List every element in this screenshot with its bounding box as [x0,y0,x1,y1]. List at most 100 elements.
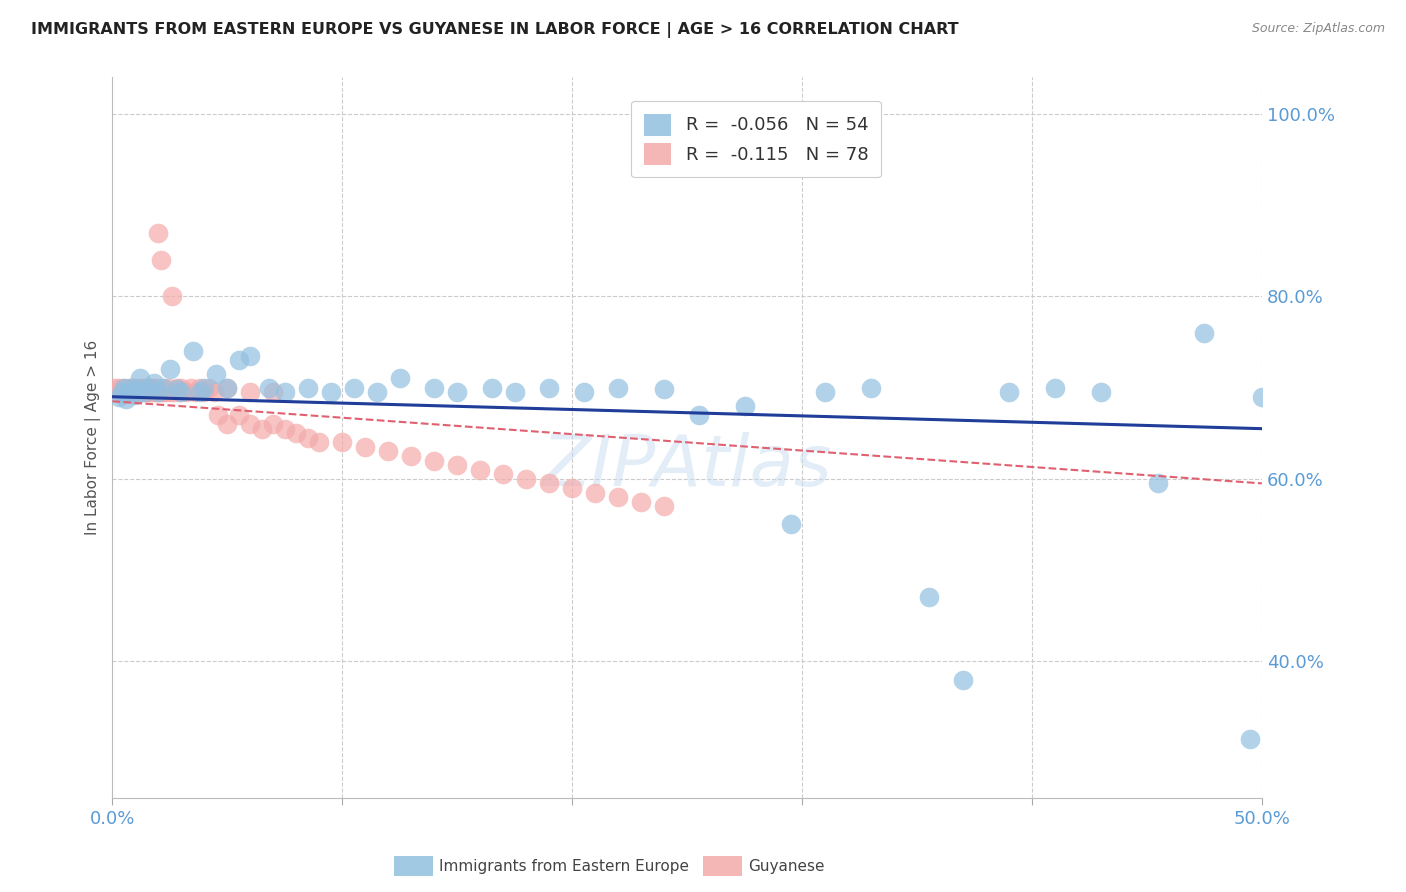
Point [503,385,526,400]
Point [148,385,170,400]
Point [193,381,215,395]
Point [188,381,211,395]
Point [127,381,149,395]
Point [193,385,215,400]
Point [583,485,606,500]
Point [117,385,139,400]
Point [142,381,165,395]
Point [652,383,675,397]
Point [366,385,388,400]
Point [734,399,756,413]
Point [129,385,152,400]
Point [152,385,174,400]
Point [688,408,710,422]
Point [127,385,149,400]
Text: ZIPAtlas: ZIPAtlas [541,432,832,501]
Point [134,385,156,400]
Point [1043,381,1066,395]
Point [538,381,561,395]
Point [572,385,595,400]
Point [142,376,165,390]
Point [166,381,188,395]
Point [138,385,160,400]
Point [470,463,492,477]
Point [160,289,183,303]
Point [607,490,630,504]
Point [423,381,446,395]
Point [492,467,515,482]
Point [115,385,138,400]
Point [141,385,163,400]
Point [228,353,250,368]
Point [274,422,297,436]
Point [239,417,262,431]
Point [120,381,142,395]
Point [148,226,170,240]
Point [198,381,221,395]
Point [239,349,262,363]
Point [127,383,149,397]
Point [145,381,167,395]
Point [630,494,652,508]
Point [145,385,167,400]
Point [207,408,229,422]
Point [124,385,146,400]
Point [138,381,160,395]
Point [1239,731,1261,746]
Point [250,422,273,436]
Point [217,417,239,431]
Point [170,385,193,400]
Point [217,381,239,395]
Point [917,591,939,605]
Point [217,381,239,395]
Point [122,381,145,395]
Point [184,385,207,400]
Point [110,385,132,400]
Point [446,458,468,472]
Point [330,435,353,450]
Point [129,371,152,385]
Point [149,385,172,400]
Point [131,381,153,395]
Point [122,385,145,400]
Point [120,385,142,400]
Point [998,385,1021,400]
Point [423,453,446,467]
Point [166,383,188,397]
Point [377,444,399,458]
Point [115,392,138,406]
Point [1251,390,1274,404]
Point [228,408,250,422]
Point [354,440,377,454]
Point [860,381,883,395]
Point [117,381,139,395]
Point [134,385,156,400]
Point [481,381,503,395]
Point [152,381,174,395]
Point [135,381,157,395]
Point [124,381,146,395]
Text: IMMIGRANTS FROM EASTERN EUROPE VS GUYANESE IN LABOR FORCE | AGE > 16 CORRELATION: IMMIGRANTS FROM EASTERN EUROPE VS GUYANE… [31,22,959,38]
Point [180,381,202,395]
Point [149,252,172,267]
Point [1194,326,1216,340]
Point [308,435,330,450]
Point [108,390,131,404]
Point [297,381,319,395]
Point [141,381,163,395]
Point [388,371,411,385]
Point [343,381,366,395]
Point [181,344,204,359]
Point [779,517,801,532]
Point [138,381,160,395]
Text: Guyanese: Guyanese [748,859,824,873]
Point [142,385,165,400]
Point [163,385,186,400]
Point [446,385,468,400]
Point [401,449,423,463]
Point [170,381,193,395]
Point [131,385,153,400]
Point [110,385,132,400]
Point [538,476,561,491]
Legend: R =  -0.056   N = 54, R =  -0.115   N = 78: R = -0.056 N = 54, R = -0.115 N = 78 [631,101,880,178]
